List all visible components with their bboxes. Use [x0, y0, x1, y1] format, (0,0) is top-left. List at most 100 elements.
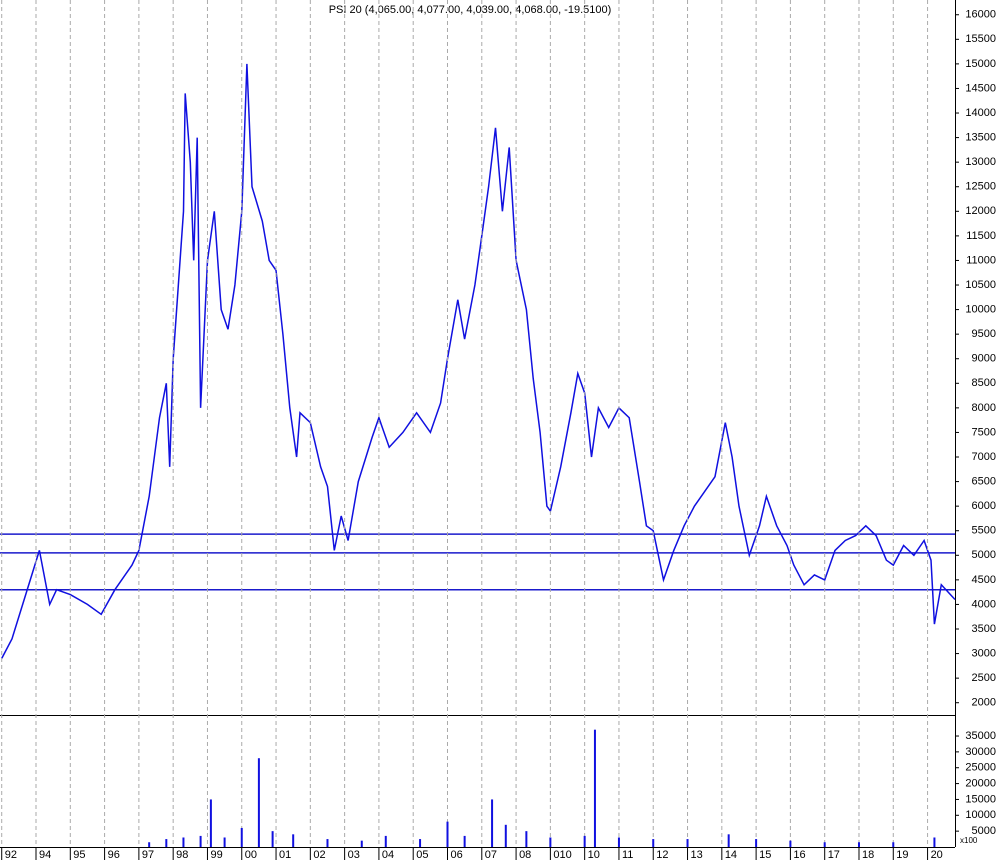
y-tick-label: 6500 — [972, 475, 996, 487]
volume-bar — [292, 834, 295, 847]
volume-bar — [209, 799, 212, 847]
volume-bar — [933, 837, 936, 847]
x-tick-label: 99 — [210, 849, 222, 860]
x-tick-label: 95 — [73, 849, 85, 860]
volume-bar — [504, 824, 507, 847]
volume-bar — [727, 834, 730, 847]
y-tick-label: 2000 — [972, 697, 996, 709]
x-tick-label: 17 — [828, 849, 840, 860]
y-tick-label: 7500 — [972, 426, 996, 438]
x-tick-label: 20 — [931, 849, 943, 860]
volume-bar — [384, 835, 387, 847]
volume-bar — [686, 839, 689, 847]
y-tick-label: 11000 — [966, 254, 996, 266]
volume-bar — [419, 839, 422, 847]
y-tick-label: 8000 — [972, 402, 996, 414]
volume-bar — [583, 835, 586, 847]
volume-bar — [182, 837, 185, 847]
volume-bar — [617, 837, 620, 847]
y-tick-label: 14500 — [965, 82, 996, 94]
y-tick-label: 11500 — [966, 230, 996, 242]
x-tick-label: 13 — [691, 849, 703, 860]
y-tick-label: 3500 — [972, 623, 996, 635]
y-tick-label: 12500 — [965, 181, 996, 193]
volume-bar — [892, 842, 895, 847]
x-tick-label: 06 — [450, 849, 462, 860]
y-tick-label: 6000 — [972, 500, 996, 512]
y-tick-label: 30000 — [965, 746, 996, 758]
volume-bar — [755, 839, 758, 847]
x-tick-label: 19 — [896, 849, 908, 860]
x-tick-label: 00 — [245, 849, 257, 860]
volume-bar — [257, 758, 260, 847]
y-tick-label: 10500 — [965, 279, 996, 291]
x-tick-label: 16 — [793, 849, 805, 860]
y-tick-label: 9000 — [972, 353, 996, 365]
y-tick-label: 4000 — [972, 598, 996, 610]
volume-bar — [165, 839, 168, 847]
x-tick-label: 94 — [39, 849, 51, 860]
price-line — [1, 63, 956, 659]
unit-label: x100 — [960, 836, 978, 845]
x-tick-label: 98 — [176, 849, 188, 860]
volume-bar — [148, 842, 151, 847]
x-tick-label: 96 — [108, 849, 120, 860]
volume-bar — [652, 839, 655, 847]
x-tick-label: 08 — [519, 849, 531, 860]
x-tick-label: 010 — [553, 849, 571, 860]
y-tick-label: 13000 — [965, 156, 996, 168]
y-tick-label: 5000 — [972, 549, 996, 561]
volume-bar — [326, 839, 329, 847]
x-tick-label: 03 — [348, 849, 360, 860]
x-tick-label: 01 — [279, 849, 291, 860]
y-tick-label: 10000 — [965, 303, 996, 315]
volume-bar — [491, 799, 494, 847]
volume-bar — [463, 835, 466, 847]
y-tick-label: 15000 — [965, 793, 996, 805]
volume-bar — [593, 729, 596, 847]
y-tick-label: 5000 — [972, 825, 996, 837]
volume-bar — [549, 837, 552, 847]
x-tick-label: 07 — [485, 849, 497, 860]
x-tick-label: 11 — [622, 849, 633, 860]
x-tick-label: 10 — [588, 849, 600, 860]
x-tick-label: 12 — [656, 849, 668, 860]
y-tick-label: 15500 — [965, 33, 996, 45]
y-tick-label: 7000 — [972, 451, 996, 463]
x-tick-label: 18 — [862, 849, 874, 860]
volume-bar — [271, 831, 274, 847]
volume-bar — [525, 831, 528, 847]
y-tick-label: 8500 — [972, 377, 996, 389]
volume-bar — [823, 842, 826, 847]
y-tick-label: 5500 — [972, 525, 996, 537]
y-tick-label: 20000 — [965, 777, 996, 789]
y-tick-label: 9500 — [972, 328, 996, 340]
y-tick-label: 16000 — [965, 9, 996, 21]
y-tick-label: 4500 — [972, 574, 996, 586]
volume-bar — [446, 821, 449, 847]
y-tick-label: 35000 — [965, 730, 996, 742]
y-tick-label: 12000 — [965, 205, 996, 217]
x-tick-label: 97 — [142, 849, 154, 860]
chart-title: PSI 20 (4,065.00, 4,077.00, 4,039.00, 4,… — [329, 4, 612, 16]
x-tick-label: 14 — [725, 849, 737, 860]
volume-bar — [789, 840, 792, 847]
volume-bar — [360, 840, 363, 847]
x-tick-label: 02 — [313, 849, 325, 860]
volume-bar — [857, 842, 860, 847]
x-tick-label: 05 — [416, 849, 428, 860]
x-tick-label: 04 — [382, 849, 394, 860]
y-tick-label: 25000 — [965, 762, 996, 774]
y-tick-label: 10000 — [965, 809, 996, 821]
volume-bar — [199, 835, 202, 847]
y-tick-label: 15000 — [965, 58, 996, 70]
y-tick-label: 14000 — [965, 107, 996, 119]
volume-bar — [240, 827, 243, 847]
x-tick-label: 15 — [759, 849, 771, 860]
volume-bar — [223, 837, 226, 847]
y-tick-label: 3000 — [972, 647, 996, 659]
x-tick-label: 92 — [5, 849, 17, 860]
y-tick-label: 13500 — [965, 132, 996, 144]
y-tick-label: 2500 — [972, 672, 996, 684]
